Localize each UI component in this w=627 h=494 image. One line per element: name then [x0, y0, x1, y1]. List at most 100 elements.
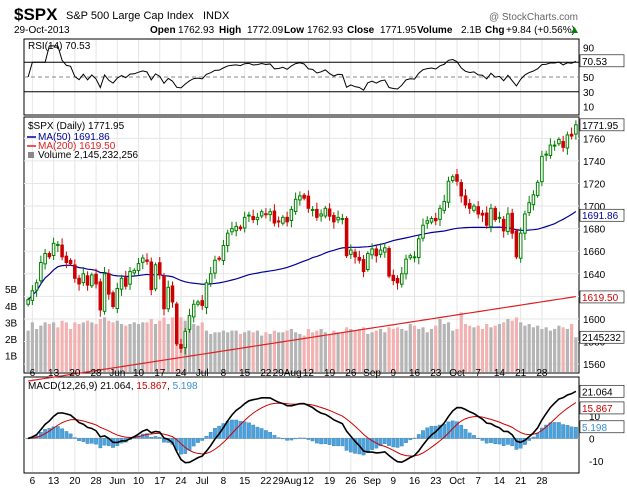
candle-body: [391, 274, 396, 282]
volume-bar: [429, 328, 434, 372]
volume-label: Volume: [417, 25, 453, 36]
low-value: 1762.93: [307, 25, 344, 36]
candle-body: [531, 194, 536, 206]
macd-histogram-bar: [259, 428, 264, 439]
macd-histogram-bar: [510, 438, 515, 447]
volume-bar: [328, 333, 332, 372]
macd-histogram-bar: [60, 428, 64, 439]
candle-body: [234, 225, 238, 232]
macd-histogram-bar: [289, 438, 294, 441]
volume-bar: [119, 324, 124, 372]
volume-bar: [90, 322, 94, 372]
x-tick-label: 26: [345, 368, 357, 379]
candle-body: [145, 259, 149, 262]
macd-histogram-bar: [497, 438, 502, 445]
volume-bar: [94, 324, 98, 372]
volume-bar: [306, 328, 310, 372]
volume-bar: [268, 333, 272, 372]
candle-body: [387, 247, 391, 277]
volume-bar: [35, 328, 39, 372]
candle-body: [484, 212, 489, 226]
macd-histogram-bar: [208, 432, 213, 439]
candle-body: [94, 273, 98, 285]
candle-body: [425, 220, 430, 224]
volume-bar: [30, 322, 34, 372]
price-tick-label: 1760: [583, 134, 606, 145]
volume-bar: [344, 327, 349, 372]
candle-body: [523, 213, 527, 234]
macd-histogram-bar: [149, 437, 154, 439]
price-tick-label: 1660: [583, 247, 606, 258]
candle-body: [98, 281, 103, 311]
candle-body: [51, 242, 56, 256]
candle-body: [506, 213, 510, 233]
candle-body: [187, 315, 192, 330]
candle-body: [179, 343, 183, 349]
volume-bar: [153, 324, 158, 372]
macd-histogram-bar: [276, 437, 281, 439]
candle-body: [574, 124, 578, 135]
macd-histogram-bar: [315, 438, 319, 444]
candle-body: [416, 238, 421, 259]
up-arrow-icon: [571, 27, 578, 33]
candle-body: [124, 277, 128, 287]
macd-histogram-bar: [272, 435, 277, 439]
macd-histogram-bar: [399, 438, 404, 447]
rsi-line: [27, 45, 577, 91]
x-tick-label: 7: [475, 368, 481, 379]
signal-value-tag: 15.867: [582, 404, 613, 415]
macd-histogram-bar: [450, 420, 455, 439]
candle-body: [60, 244, 64, 258]
candle-body: [115, 287, 120, 310]
price-tick-label: 1720: [583, 179, 606, 190]
x-tick-label-bottom: 7: [475, 476, 481, 487]
index-name: S&P 500 Large Cap Index: [66, 10, 194, 22]
candle-body: [310, 208, 315, 211]
macd-histogram-bar: [544, 424, 549, 439]
candle-body: [128, 271, 132, 285]
macd-value-tag-box: [579, 384, 625, 398]
candle-body: [119, 277, 124, 290]
volume-value-tag: 2145232: [582, 333, 621, 344]
candle-body: [480, 212, 485, 216]
candle-body: [323, 207, 328, 217]
x-tick-label: 29Aug: [273, 368, 302, 379]
macd-histogram-bar: [51, 426, 56, 439]
moving-averages: [27, 210, 577, 382]
open-value: 1762.93: [178, 25, 215, 36]
rsi-value-tag-box: [579, 54, 625, 68]
macd-histogram-bar: [412, 437, 417, 439]
macd-histogram-bar: [395, 438, 400, 448]
candle-body: [293, 198, 298, 212]
volume-bar: [200, 322, 204, 372]
macd-histogram-bar: [557, 422, 561, 439]
macd-histogram-bar: [463, 429, 468, 439]
price-tick-label: 1740: [583, 157, 606, 168]
candle-body: [561, 140, 565, 148]
macd-histogram-bar: [179, 438, 183, 455]
candle-body: [527, 202, 531, 214]
volume-bar: [319, 328, 323, 372]
macd-histogram-bar: [455, 421, 459, 439]
x-tick-label: Oct: [449, 368, 465, 379]
volume-bar: [506, 319, 510, 372]
candle-body: [535, 181, 540, 196]
macd-histogram-bar: [429, 426, 434, 439]
volume-bar: [68, 328, 73, 372]
rsi-value-tag: 70.53: [582, 57, 607, 68]
volume-bar: [446, 322, 451, 372]
volume-bar: [451, 330, 455, 372]
volume-bar: [561, 327, 565, 372]
candle-body: [353, 251, 357, 258]
macd-histogram-bar: [85, 438, 90, 444]
x-tick-label: Sep: [363, 368, 381, 379]
candle-body: [429, 217, 434, 223]
x-tick-label: 12: [303, 368, 315, 379]
x-tick-label: 9: [391, 368, 397, 379]
macd-histogram-bar: [493, 438, 498, 444]
volume-tick-label: 2B: [5, 335, 18, 346]
candle-body: [208, 273, 213, 284]
rsi-legend: RSI(14) 70.53: [28, 41, 91, 52]
volume-bar: [226, 332, 230, 372]
x-tick-label-bottom: 14: [494, 476, 506, 487]
